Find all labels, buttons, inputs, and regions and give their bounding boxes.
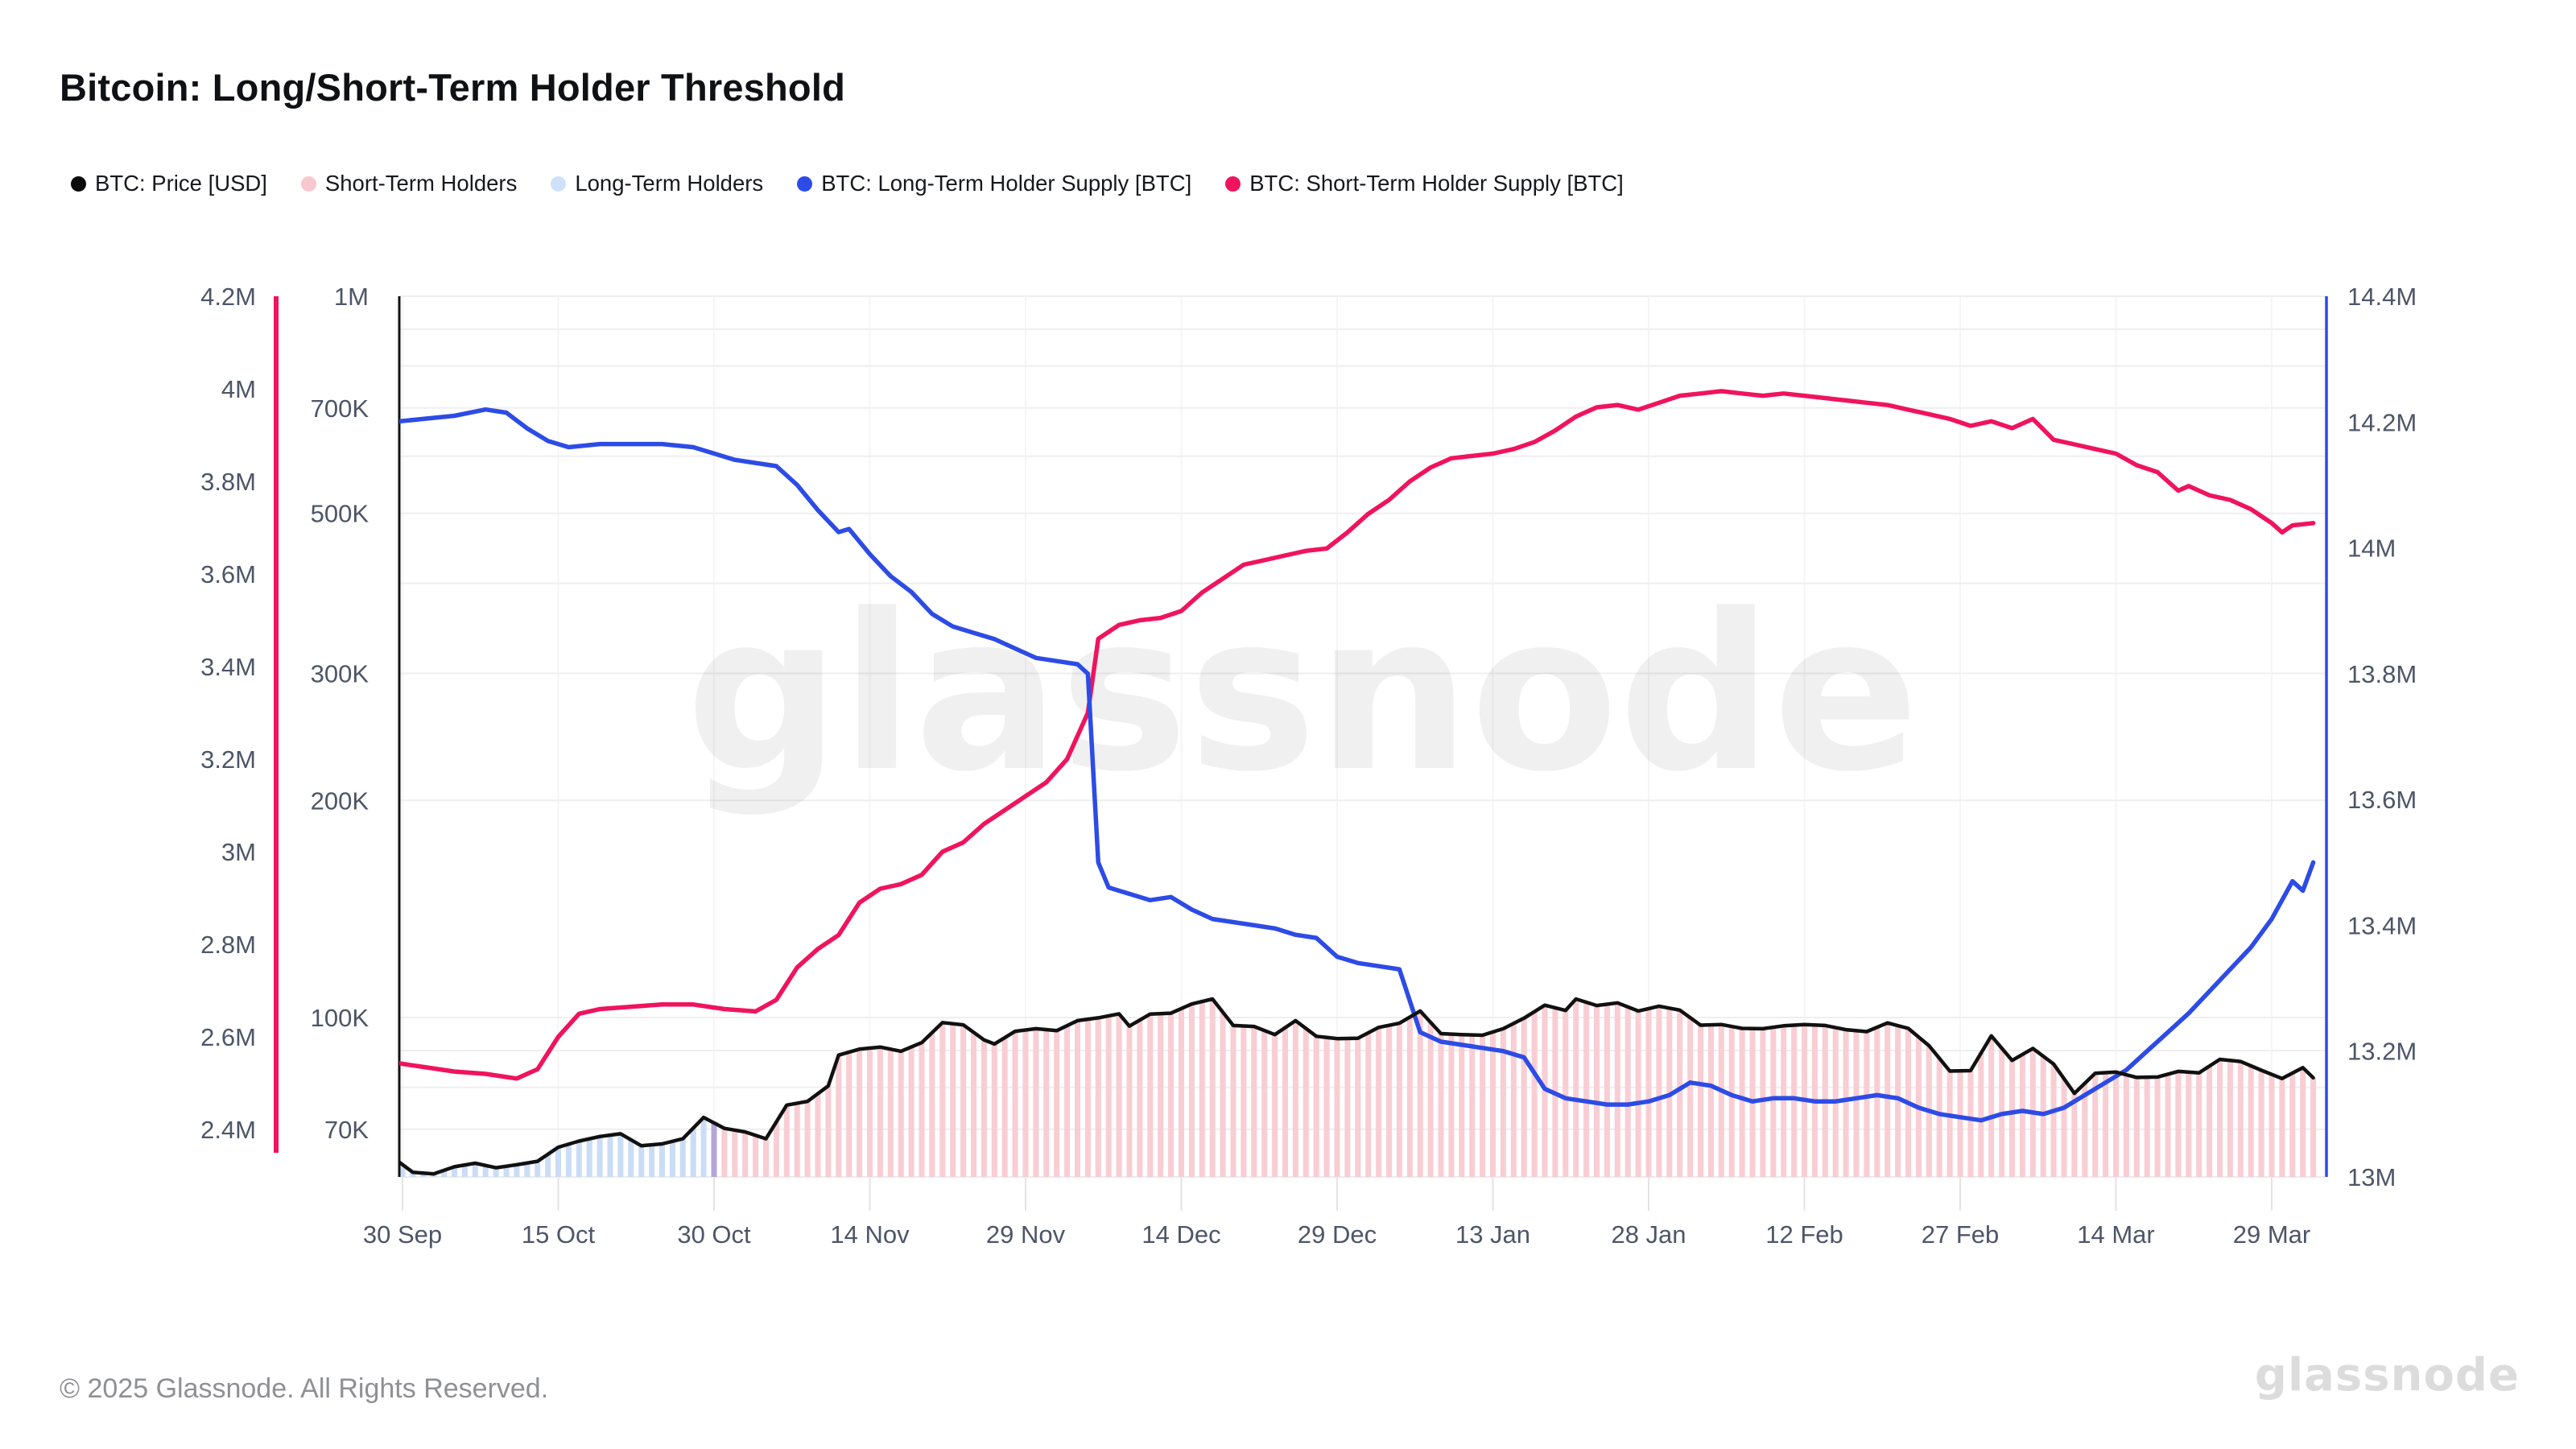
y-tick-lth: 14.2M xyxy=(2347,408,2417,436)
y-tick-sth: 4.2M xyxy=(200,283,256,311)
legend-item[interactable]: BTC: Long-Term Holder Supply [BTC] xyxy=(797,171,1191,196)
chart-title: Bitcoin: Long/Short-Term Holder Threshol… xyxy=(60,66,846,109)
legend-dot-icon xyxy=(300,175,316,192)
y-tick-sth: 3.6M xyxy=(200,560,256,588)
x-tick-label: 29 Dec xyxy=(1298,1220,1377,1249)
y-tick-sth: 2.4M xyxy=(200,1116,256,1144)
x-tick-label: 14 Mar xyxy=(2077,1220,2154,1249)
y-tick-lth: 14M xyxy=(2347,535,2396,563)
x-tick-label: 29 Mar xyxy=(2233,1220,2310,1249)
y-tick-price: 300K xyxy=(311,660,369,688)
legend: BTC: Price [USD] Short-Term Holders Long-T… xyxy=(71,171,1624,196)
y-tick-sth: 3M xyxy=(221,838,256,866)
y-tick-sth: 3.4M xyxy=(200,653,256,681)
y-tick-lth: 13.4M xyxy=(2347,911,2417,939)
copyright-text: © 2025 Glassnode. All Rights Reserved. xyxy=(60,1373,549,1404)
axis-lines xyxy=(274,296,2328,1177)
legend-item[interactable]: Long-Term Holders xyxy=(551,171,763,196)
y-tick-sth: 3.2M xyxy=(200,745,256,774)
glassnode-logo: glassnode xyxy=(2254,1349,2520,1402)
x-tick-label: 30 Sep xyxy=(363,1220,442,1249)
axis-tick-labels: 4.2M 4M 3.8M 3.6M 3.4M 3.2M 3M 2.8M 2.6M 2.4M 1M 70… xyxy=(200,283,2417,1249)
x-tick-label: 12 Feb xyxy=(1765,1220,1843,1249)
y-tick-lth: 14.4M xyxy=(2347,283,2417,311)
legend-dot-icon xyxy=(551,175,567,192)
legend-item[interactable]: Short-Term Holders xyxy=(300,171,518,196)
x-tick-label: 29 Nov xyxy=(986,1220,1066,1249)
series-line-price xyxy=(399,997,2315,1176)
y-tick-price: 70K xyxy=(324,1116,369,1144)
y-tick-lth: 13M xyxy=(2347,1163,2396,1191)
legend-item[interactable]: BTC: Short-Term Holder Supply [BTC] xyxy=(1225,171,1624,196)
x-tick-label: 27 Feb xyxy=(1922,1220,2000,1249)
holder-regime-bars xyxy=(399,999,2317,1177)
x-tick-label: 30 Oct xyxy=(677,1220,751,1249)
y-tick-price: 200K xyxy=(311,786,369,815)
legend-item-label: Short-Term Holders xyxy=(324,171,518,196)
x-tick-label: 13 Jan xyxy=(1455,1220,1530,1249)
y-tick-sth: 2.6M xyxy=(200,1023,256,1051)
y-tick-sth: 3.8M xyxy=(200,468,256,496)
glassnode-watermark: glassnode xyxy=(686,568,1919,819)
legend-item-label: Long-Term Holders xyxy=(575,171,764,196)
series-lines xyxy=(399,389,2316,1176)
y-tick-lth: 13.8M xyxy=(2347,660,2417,688)
x-tick-label: 28 Jan xyxy=(1611,1220,1686,1249)
y-tick-price: 1M xyxy=(334,283,369,311)
legend-dot-icon xyxy=(71,175,86,192)
x-tick-label: 14 Dec xyxy=(1141,1220,1220,1249)
y-tick-lth: 13.2M xyxy=(2347,1038,2417,1066)
y-tick-lth: 13.6M xyxy=(2347,786,2417,814)
x-tick-label: 15 Oct xyxy=(522,1220,596,1249)
y-tick-price: 700K xyxy=(311,394,369,423)
legend-item[interactable]: BTC: Price [USD] xyxy=(71,171,267,196)
series-line-lth xyxy=(399,407,2316,1123)
y-tick-sth: 4M xyxy=(221,375,256,403)
y-tick-price: 100K xyxy=(311,1004,369,1032)
x-tick-label: 14 Nov xyxy=(830,1220,910,1249)
y-tick-sth: 2.8M xyxy=(200,931,256,959)
legend-dot-icon xyxy=(1225,175,1241,192)
legend-dot-icon xyxy=(797,175,813,192)
series-line-sth xyxy=(399,389,2316,1081)
legend-item-label: BTC: Long-Term Holder Supply [BTC] xyxy=(821,171,1192,196)
legend-item-label: BTC: Short-Term Holder Supply [BTC] xyxy=(1249,171,1624,196)
y-tick-price: 500K xyxy=(311,500,369,528)
legend-item-label: BTC: Price [USD] xyxy=(95,171,267,196)
